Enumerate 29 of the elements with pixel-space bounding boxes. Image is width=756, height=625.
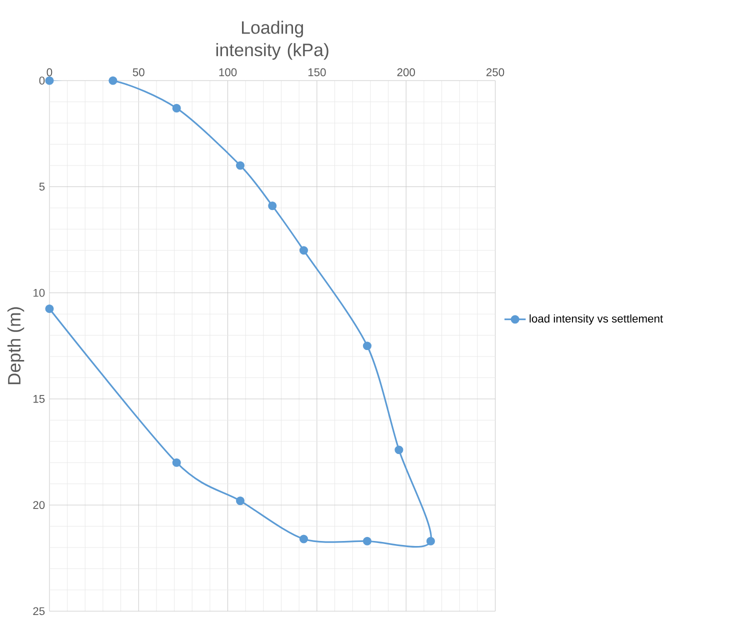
point [362,341,372,350]
point [268,201,277,210]
point [172,458,181,467]
y-tick-label: 15 [34,394,45,403]
point [394,445,404,454]
x-tick-label: 250 [486,68,504,76]
x-tick-label: 150 [308,68,326,76]
x-tick-label: 100 [219,68,237,76]
point [172,104,181,112]
point [45,76,54,85]
y-tick-label: 10 [34,288,45,297]
y-tick-label: 25 [33,607,45,615]
point [299,246,308,255]
point [45,304,54,313]
point [299,534,308,544]
y-tick-label: 20 [33,500,45,509]
point [108,76,118,85]
y-tick-label: 5 [39,182,45,190]
x-tick-label: 0 [46,68,52,76]
x-tick-label: 200 [397,68,415,76]
legend-label: load intensity vs settlement [530,314,664,325]
point [362,536,372,546]
y-tick-label: 0 [39,76,45,84]
x-tick-label: 50 [132,68,144,76]
point [236,161,245,170]
x-axis-title: Loading intensity (kPa) [216,20,328,60]
point [426,536,435,546]
point [236,496,245,505]
y-axis-title: Depth (m) [7,307,24,384]
